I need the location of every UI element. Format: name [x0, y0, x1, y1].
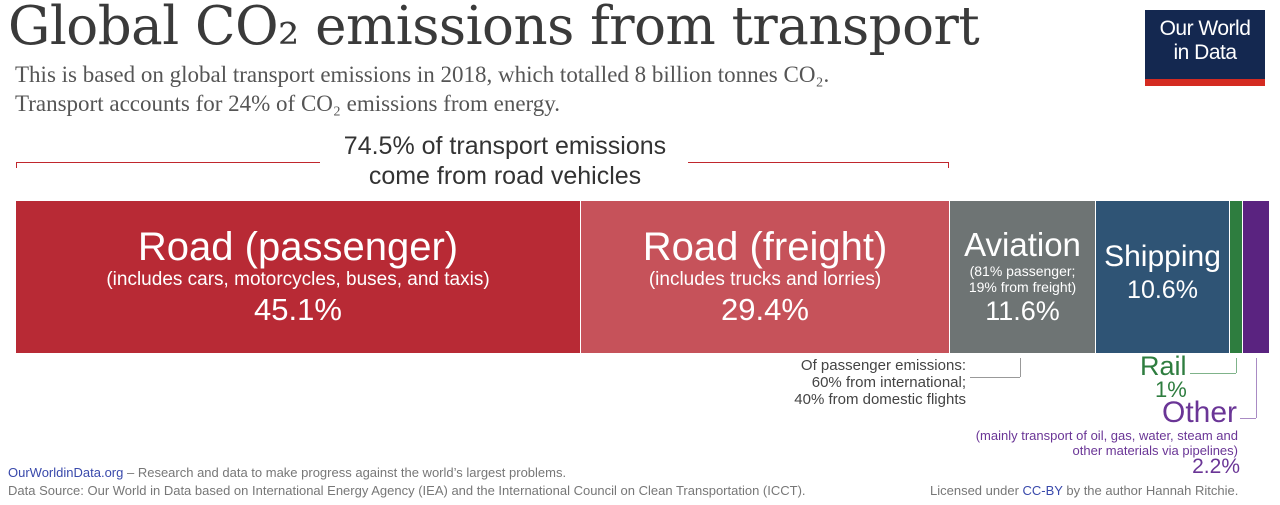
aviation-note-connector-h [970, 377, 1020, 378]
segment-value: 29.4% [721, 292, 809, 327]
other-connector-h [1240, 418, 1256, 419]
other-sublabel-1: (mainly transport of oil, gas, water, st… [975, 428, 1238, 443]
segment-other [1243, 201, 1269, 353]
segment-sublabel-1: (81% passenger; [969, 263, 1076, 279]
chart-subtitle-line1: This is based on global transport emissi… [15, 62, 830, 87]
other-value: 2.2% [1192, 455, 1240, 478]
road-annotation: 74.5% of transport emissions come from r… [320, 131, 690, 191]
cc-by-link[interactable]: CC-BY [1022, 483, 1063, 498]
aviation-note-line1: Of passenger emissions: [800, 357, 966, 374]
logo-accent-bar [1145, 79, 1265, 86]
rail-connector-h [1190, 373, 1236, 374]
other-sublabel: (mainly transport of oil, gas, water, st… [940, 428, 1238, 458]
rail-connector-v [1236, 358, 1237, 373]
owid-logo[interactable]: Our World in Data [1145, 10, 1265, 86]
segment-sublabel-2: 19% from freight) [968, 279, 1077, 295]
aviation-note-line2: 60% from international; [811, 374, 966, 391]
segment-aviation: Aviation (81% passenger; 19% from freigh… [950, 201, 1095, 353]
road-bracket-right [688, 162, 949, 163]
license-prefix: Licensed under [930, 483, 1023, 498]
segment-rail [1230, 201, 1242, 353]
other-sublabel-2: other materials via pipelines) [1072, 443, 1238, 458]
aviation-note-connector-v [1020, 358, 1021, 377]
rail-value: 1% [1155, 377, 1187, 402]
segment-value: 11.6% [985, 296, 1060, 326]
segment-label: Road (freight) [642, 225, 888, 269]
footer-license: Licensed under CC-BY by the author Hanna… [930, 483, 1238, 498]
segment-road-freight: Road (freight) (includes trucks and lorr… [581, 201, 949, 353]
segment-label: Aviation [964, 226, 1081, 263]
chart-subtitle-line2: Transport accounts for 24% of CO₂ emissi… [15, 91, 561, 116]
owid-link[interactable]: OurWorldinData.org [8, 465, 124, 480]
other-connector-v [1256, 358, 1257, 418]
aviation-note-line3: 40% from domestic flights [794, 391, 966, 408]
license-suffix: by the author Hannah Ritchie. [1062, 483, 1239, 498]
logo-line2: in Data [1173, 41, 1237, 64]
segment-road-passenger: Road (passenger) (includes cars, motorcy… [16, 201, 580, 353]
segment-value: 45.1% [254, 292, 342, 327]
footer-tagline-row: OurWorldinData.org – Research and data t… [8, 465, 566, 480]
other-label: Other [1162, 396, 1238, 429]
footer-tagline: – Research and data to make progress aga… [123, 465, 567, 480]
segment-label: Road (passenger) [137, 225, 459, 269]
road-bracket-left [16, 162, 320, 163]
chart-title: Global CO₂ emissions from transport [8, 0, 980, 57]
footer-source: Data Source: Our World in Data based on … [8, 483, 806, 498]
segment-sublabel: (includes trucks and lorries) [648, 269, 882, 290]
rail-label: Rail [1140, 351, 1187, 381]
segment-value: 10.6% [1127, 276, 1198, 304]
segment-shipping: Shipping 10.6% [1096, 201, 1229, 353]
segment-label: Shipping [1104, 240, 1221, 273]
logo-line1: Our World [1159, 17, 1251, 40]
road-bracket-tick-left [16, 162, 17, 168]
road-annotation-line2: come from road vehicles [368, 162, 642, 190]
road-bracket-tick-right [948, 162, 949, 168]
segment-sublabel: (includes cars, motorcycles, buses, and … [106, 269, 490, 290]
road-annotation-line1: 74.5% of transport emissions [343, 132, 667, 160]
aviation-note: Of passenger emissions: 60% from interna… [760, 357, 966, 408]
